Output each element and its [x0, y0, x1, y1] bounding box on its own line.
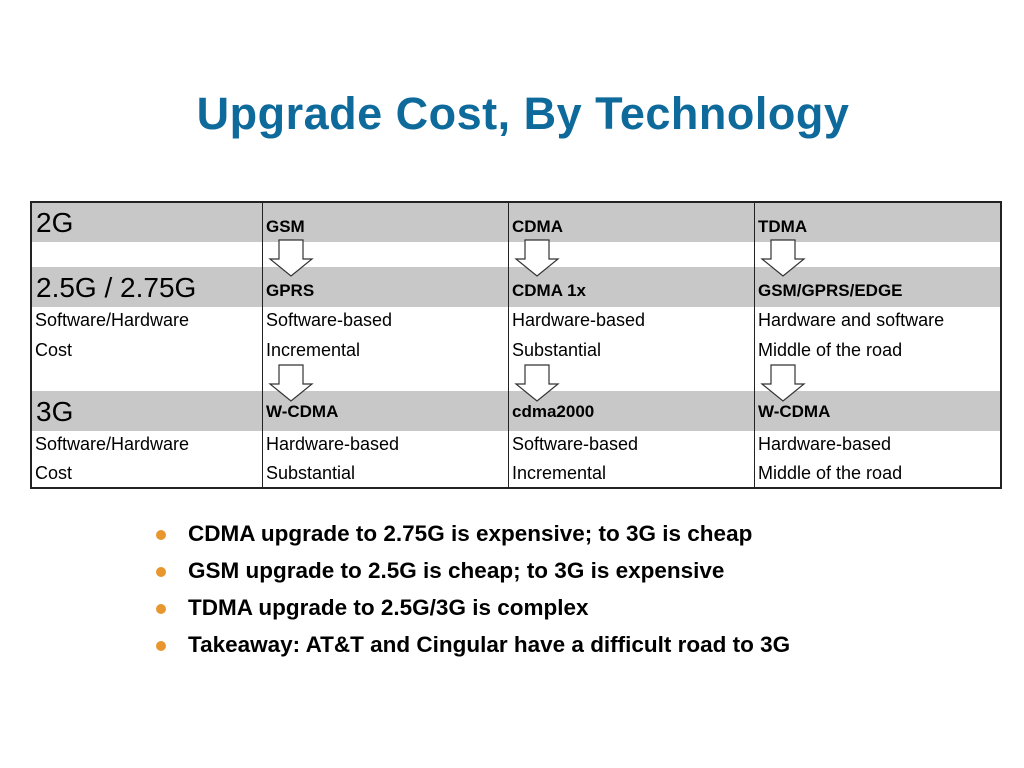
band-3g: [32, 391, 1000, 431]
value-25g-tdma-sw: Hardware and software: [758, 310, 945, 330]
tech-3g-cdma: cdma2000: [512, 402, 595, 421]
down-arrow-icon: [268, 239, 314, 277]
value-25g-tdma-cost: Middle of the road: [758, 340, 903, 360]
bullet-text: Takeaway: AT&T and Cingular have a diffi…: [188, 632, 791, 657]
down-arrow-icon: [268, 364, 314, 402]
down-arrow-icon: [760, 364, 806, 402]
value-3g-cdma-cost: Incremental: [512, 463, 607, 483]
column-divider: [508, 203, 509, 487]
value-25g-gsm-cost: Incremental: [266, 340, 361, 360]
row-label-25g: 2.5G / 2.75G: [36, 272, 197, 303]
bullet-dot-icon: [156, 567, 166, 577]
list-item: GSM upgrade to 2.5G is cheap; to 3G is e…: [156, 556, 790, 593]
down-arrow-icon: [514, 364, 560, 402]
attribute-label: Software/Hardware: [35, 434, 190, 454]
value-3g-cdma-sw: Software-based: [512, 434, 639, 454]
value-3g-tdma-sw: Hardware-based: [758, 434, 892, 454]
attribute-label: Cost: [35, 463, 73, 483]
band-2g: [32, 203, 1000, 242]
value-25g-gsm-sw: Software-based: [266, 310, 393, 330]
row-label-2g: 2G: [36, 207, 74, 238]
band-25g: [32, 267, 1000, 307]
row-label-3g: 3G: [36, 396, 74, 427]
bullet-text: GSM upgrade to 2.5G is cheap; to 3G is e…: [188, 558, 725, 583]
list-item: Takeaway: AT&T and Cingular have a diffi…: [156, 630, 790, 667]
slide-title: Upgrade Cost, By Technology: [196, 88, 850, 139]
bullet-text: CDMA upgrade to 2.75G is expensive; to 3…: [188, 521, 753, 546]
attribute-label: Software/Hardware: [35, 310, 190, 330]
down-arrow-icon: [514, 239, 560, 277]
down-arrow-icon: [760, 239, 806, 277]
takeaway-list: CDMA upgrade to 2.75G is expensive; to 3…: [156, 519, 790, 667]
bullet-dot-icon: [156, 641, 166, 651]
value-3g-gsm-sw: Hardware-based: [266, 434, 400, 454]
upgrade-cost-table: 2G GSM CDMA TDMA 2.5G / 2.75G GPRS CDMA …: [30, 201, 1002, 489]
value-25g-cdma-sw: Hardware-based: [512, 310, 646, 330]
tech-25g-cdma: CDMA 1x: [512, 281, 586, 300]
tech-3g-gsm: W-CDMA: [266, 402, 339, 421]
value-25g-cdma-cost: Substantial: [512, 340, 602, 360]
attribute-label: Cost: [35, 340, 73, 360]
tech-2g-tdma: TDMA: [758, 217, 808, 236]
tech-3g-tdma: W-CDMA: [758, 402, 831, 421]
column-divider: [262, 203, 263, 487]
bullet-dot-icon: [156, 530, 166, 540]
tech-2g-cdma: CDMA: [512, 217, 563, 236]
bullet-dot-icon: [156, 604, 166, 614]
tech-25g-tdma: GSM/GPRS/EDGE: [758, 281, 903, 300]
column-divider: [754, 203, 755, 487]
value-3g-gsm-cost: Substantial: [266, 463, 356, 483]
bullet-text: TDMA upgrade to 2.5G/3G is complex: [188, 595, 589, 620]
tech-2g-gsm: GSM: [266, 217, 305, 236]
tech-25g-gsm: GPRS: [266, 281, 315, 300]
value-3g-tdma-cost: Middle of the road: [758, 463, 903, 483]
list-item: TDMA upgrade to 2.5G/3G is complex: [156, 593, 790, 630]
list-item: CDMA upgrade to 2.75G is expensive; to 3…: [156, 519, 790, 556]
